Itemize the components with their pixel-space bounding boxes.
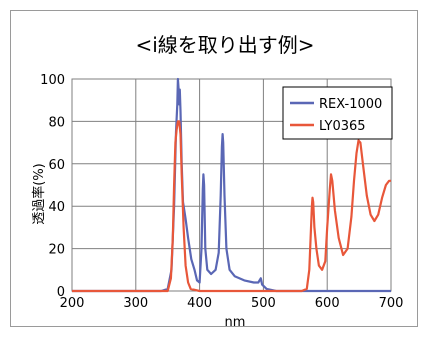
x-tick-label: 300 — [123, 296, 148, 311]
legend-label: REX-1000 — [319, 97, 382, 112]
y-tick-label: 40 — [48, 200, 65, 215]
x-tick-label: 500 — [251, 296, 276, 311]
x-tick-label: 700 — [379, 296, 404, 311]
series-line-rex-1000 — [72, 77, 391, 293]
y-tick-label: 60 — [48, 158, 65, 173]
x-tick-label: 200 — [60, 296, 85, 311]
series-lines — [72, 77, 391, 293]
y-tick-label: 100 — [40, 73, 65, 88]
x-tick-labels: 200 300 400 500 600 700 — [60, 296, 404, 311]
chart-frame: <i線を取り出す例> 200 300 400 500 600 700 0 20 40 60 80 1… — [10, 10, 418, 328]
legend-box — [282, 86, 393, 140]
series-line-ly0365 — [72, 120, 391, 293]
y-tick-label: 0 — [57, 285, 65, 300]
chart-svg: <i線を取り出す例> 200 300 400 500 600 700 0 20 40 60 80 1… — [31, 33, 404, 328]
y-axis-label: 透過率(%) — [31, 163, 47, 225]
legend: REX-1000 LY0365 — [282, 86, 393, 140]
y-tick-label: 80 — [48, 115, 65, 130]
x-tick-label: 400 — [187, 296, 212, 311]
x-tick-label: 600 — [315, 296, 340, 311]
chart-title: <i線を取り出す例> — [135, 33, 314, 57]
y-tick-label: 20 — [48, 243, 65, 258]
y-tick-labels: 0 20 40 60 80 100 — [40, 73, 65, 300]
legend-label: LY0365 — [319, 119, 366, 134]
x-axis-label: nm — [225, 315, 246, 328]
